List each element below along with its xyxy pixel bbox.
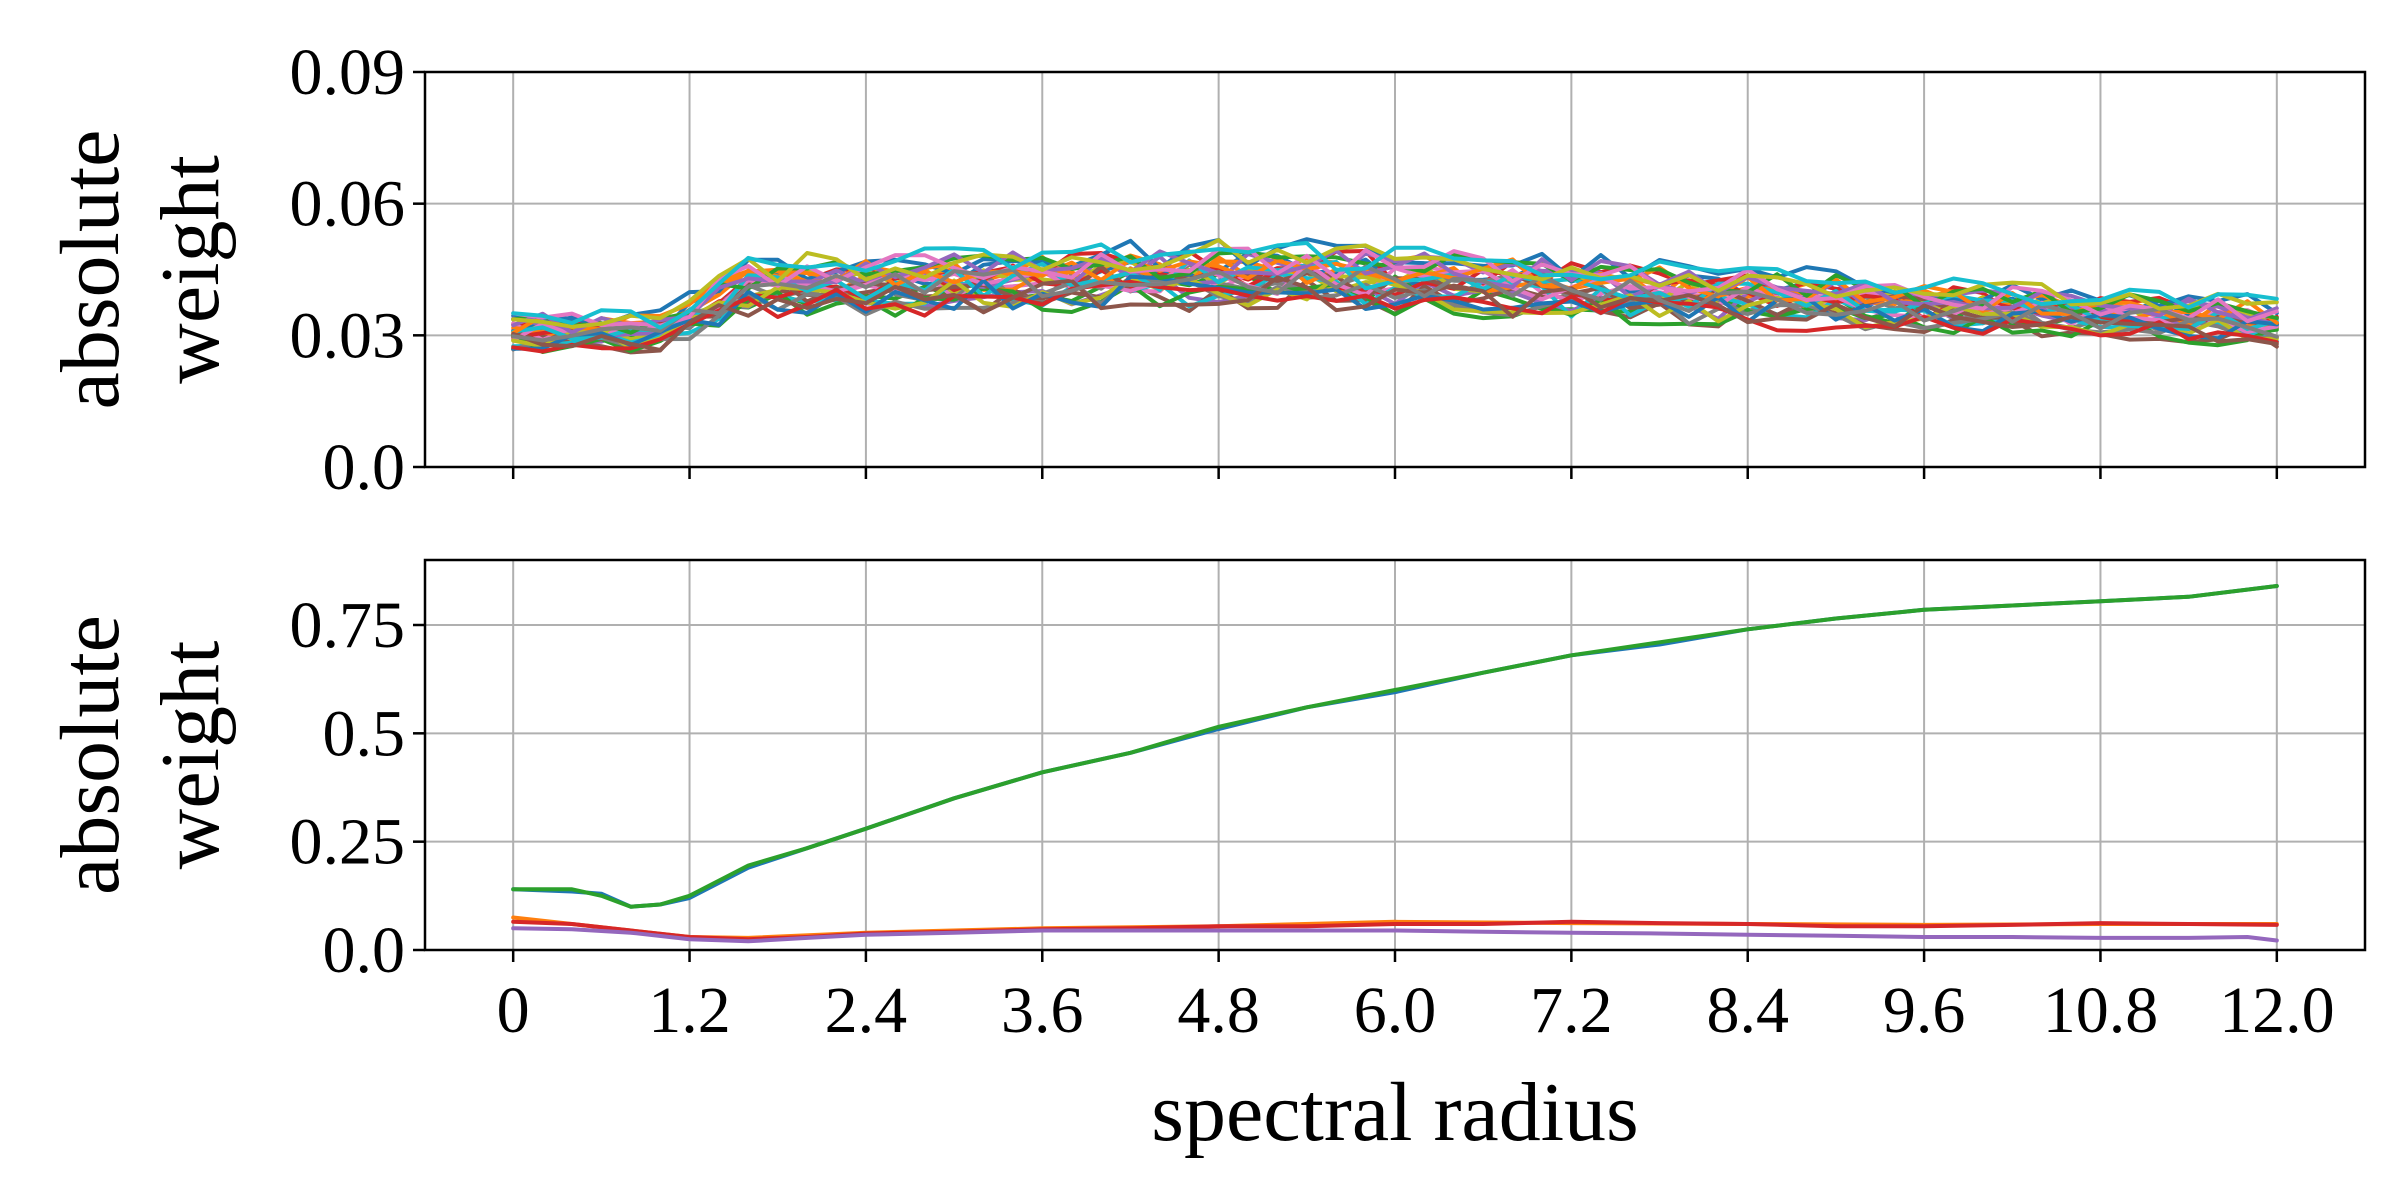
bottom-y-tick-label: 0.5: [323, 697, 406, 770]
x-tick-label: 9.6: [1883, 974, 1966, 1047]
bottom-series-line: [511, 926, 2279, 944]
bottom-y-axis-label-line: weight: [144, 641, 237, 870]
x-tick-label: 8.4: [1706, 974, 1789, 1047]
x-tick-label: 3.6: [1001, 974, 1084, 1047]
bottom-y-axis-label: absoluteweight: [44, 615, 237, 895]
bottom-y-tick-label: 0.25: [290, 806, 406, 879]
x-tick-label: 4.8: [1177, 974, 1260, 1047]
x-tick-label: 10.8: [2043, 974, 2159, 1047]
top-ticks: 0.0 0.03 0.06 0.09: [290, 36, 2279, 504]
top-series-line: [511, 278, 2279, 352]
x-tick-label: 0: [497, 974, 530, 1047]
top-y-tick-label: 0.03: [290, 299, 406, 372]
top-series-group: [511, 237, 2279, 355]
x-tick-label: 1.2: [648, 974, 731, 1047]
top-y-tick-label: 0.06: [290, 168, 406, 241]
top-y-axis-label-line: absolute: [44, 130, 137, 410]
top-y-axis-label-line: weight: [144, 155, 237, 384]
bottom-series-line: [511, 584, 2279, 909]
x-tick-label: 12.0: [2219, 974, 2335, 1047]
top-y-tick-label: 0.09: [290, 36, 406, 109]
top-y-axis-label: absoluteweight: [44, 130, 237, 410]
bottom-ticks: 0 1.2 2.4 3.6 4.8 6.0 7.2 8.4 9.6 10.8 12.0 0.0 0.25…: [290, 589, 2335, 1047]
top-series-line: [511, 279, 2279, 354]
x-tick-label: 2.4: [825, 974, 908, 1047]
x-tick-label: 6.0: [1354, 974, 1437, 1047]
top-series-line: [511, 241, 2279, 330]
top-panel: 0.0 0.03 0.06 0.09 absoluteweight: [44, 36, 2367, 504]
top-series-line: [511, 264, 2279, 343]
bottom-panel: 0 1.2 2.4 3.6 4.8 6.0 7.2 8.4 9.6 10.8 12.0 0.0 0.25…: [44, 558, 2367, 1159]
bottom-series-group: [511, 584, 2279, 944]
x-axis-label: spectral radius: [1151, 1066, 1638, 1159]
bottom-y-axis-label-line: absolute: [44, 615, 137, 895]
bottom-y-tick-label: 0.0: [323, 914, 406, 987]
top-series-line: [511, 275, 2279, 352]
top-series-line: [511, 274, 2279, 351]
bottom-y-tick-label: 0.75: [290, 589, 406, 662]
bottom-series-line: [511, 919, 2279, 942]
top-y-tick-label: 0.0: [323, 431, 406, 504]
x-tick-label: 7.2: [1530, 974, 1613, 1047]
